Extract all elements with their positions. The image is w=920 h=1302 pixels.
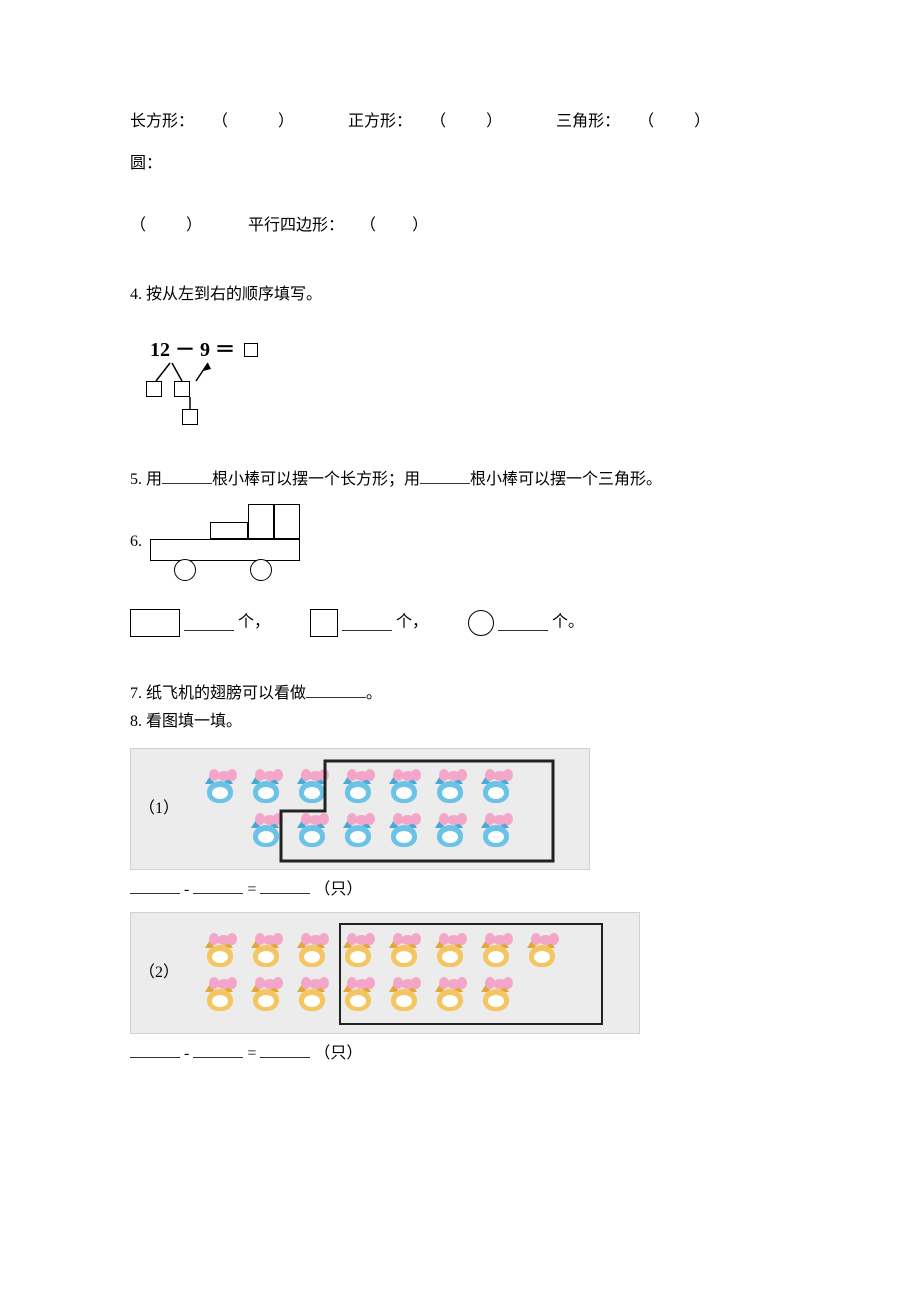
square-blank: （） [430,110,502,134]
cat-icon [475,973,517,1017]
q8-grid-2 [191,921,571,1025]
cat-icon [337,973,379,1017]
q8-eq-2: - = （只） [130,1042,790,1066]
q4-equation: 12 － 9 ＝ [150,339,235,361]
q6-prefix: 6. [130,530,142,554]
circle-blank: （） [130,214,202,238]
cat-icon [383,973,425,1017]
q4-title: 4. 按从左到右的顺序填写。 [130,283,790,307]
circle-label: 圆： [130,152,162,176]
q8-eq-1: - = （只） [130,878,790,902]
parallelogram-label: 平行四边形： [248,214,344,238]
cat-icon [291,929,333,973]
question-7: 7. 纸飞机的翅膀可以看做。 [130,682,790,706]
square-shape-icon [310,609,338,637]
cat-icon [245,765,287,809]
cat-icon [475,809,517,853]
cat-icon [291,973,333,1017]
cat-icon [429,809,471,853]
q8-title: 8. 看图填一填。 [130,710,790,734]
cat-icon [475,765,517,809]
question-8: 8. 看图填一填。 （1） - = （只） （2） [130,710,790,1066]
cat-icon [245,809,287,853]
cat-icon [429,973,471,1017]
cat-icon [199,765,241,809]
cat-icon [245,973,287,1017]
cat-icon [291,809,333,853]
cat-icon [475,929,517,973]
cat-icon [383,809,425,853]
question-5: 5. 用根小棒可以摆一个长方形；用根小棒可以摆一个三角形。 [130,468,790,492]
q6-counts-row: 个， 个， 个。 [130,609,790,637]
cat-icon [199,973,241,1017]
cat-icon [521,929,563,973]
q4-diagram: 12 － 9 ＝ [150,335,790,423]
cat-icon [337,809,379,853]
cat-icon [383,929,425,973]
cat-icon [291,765,333,809]
parallelogram-blank: （） [360,214,428,238]
triangle-label: 三角形： [556,110,620,134]
cat-icon [383,765,425,809]
cat-icon [337,765,379,809]
question-6: 6. 个， 个， 个。 [130,504,790,637]
cat-icon [337,929,379,973]
cat-icon [429,929,471,973]
question-4: 4. 按从左到右的顺序填写。 12 － 9 ＝ [130,283,790,423]
q8-panel-2: （2） [130,912,640,1034]
triangle-blank: （） [638,110,710,134]
cat-icon [429,765,471,809]
q6-vehicle-figure [150,504,310,579]
q8-sub2: （2） [139,961,179,985]
q8-sub1: （1） [139,797,179,821]
rect-blank: （） [212,110,294,134]
shapes-fillin: 长方形： （） 正方形： （） 三角形： （） 圆： （） 平行四边形： （） [130,110,790,238]
rect-shape-icon [130,609,180,637]
rect-label: 长方形： [130,110,194,134]
q8-grid-1 [191,757,525,861]
cat-icon [245,929,287,973]
cat-icon [199,929,241,973]
q8-panel-1: （1） [130,748,590,870]
square-label: 正方形： [348,110,412,134]
circle-shape-icon [468,610,494,636]
